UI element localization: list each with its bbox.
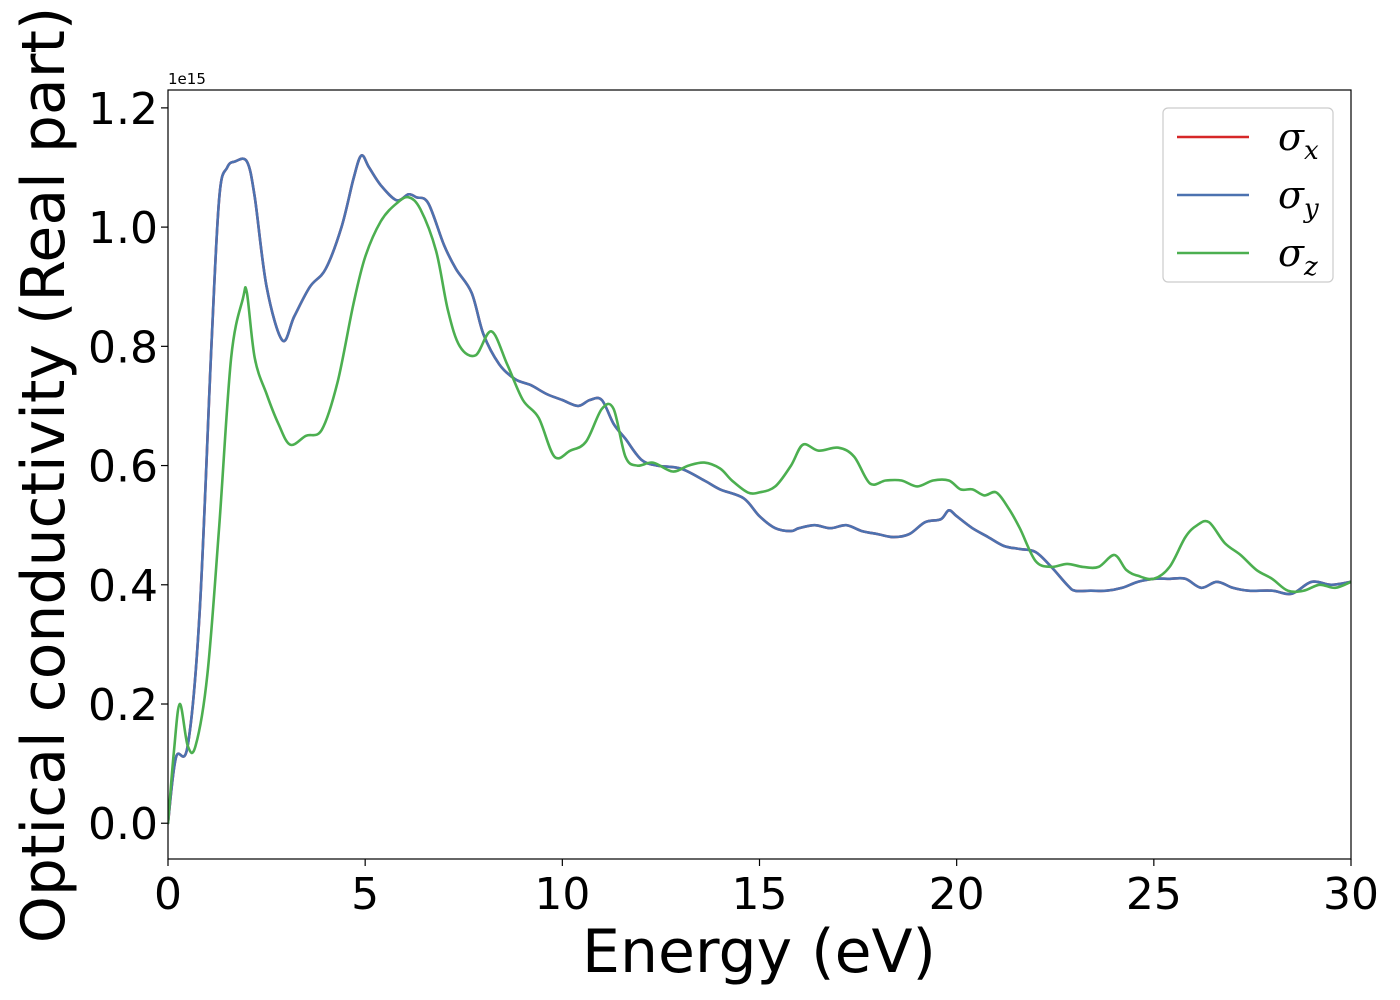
legend-label-z: σz (1278, 231, 1318, 282)
legend-label-x: σx (1278, 115, 1319, 166)
x-tick-label: 5 (351, 869, 379, 920)
y-tick-label: 0.4 (88, 561, 158, 612)
y-tick-label: 0.8 (88, 322, 158, 373)
series-line-z (168, 195, 1351, 825)
x-tick-label: 15 (732, 869, 788, 920)
x-tick-label: 10 (534, 869, 590, 920)
x-tick-label: 25 (1126, 869, 1182, 920)
y-tick-label: 0.6 (88, 442, 158, 493)
y-axis: 0.0 0.2 0.4 0.6 0.8 1.0 1.2 (88, 84, 168, 850)
x-tick-label: 30 (1323, 869, 1379, 920)
y-offset-text: 1e15 (168, 70, 206, 88)
x-axis-title: Energy (eV) (582, 917, 936, 987)
y-tick-label: 1.0 (88, 203, 158, 254)
x-axis: 0 5 10 15 20 25 30 (154, 859, 1379, 920)
legend-label-y: σy (1278, 173, 1319, 224)
x-tick-label: 0 (154, 869, 182, 920)
y-tick-label: 1.2 (88, 84, 158, 135)
y-tick-label: 0.0 (88, 799, 158, 850)
legend: σx σy σz (1162, 107, 1334, 283)
y-axis-title: Optical conductivity (Real part) (9, 7, 79, 944)
x-tick-label: 20 (929, 869, 985, 920)
y-tick-label: 0.2 (88, 680, 158, 731)
series-group (168, 154, 1351, 825)
